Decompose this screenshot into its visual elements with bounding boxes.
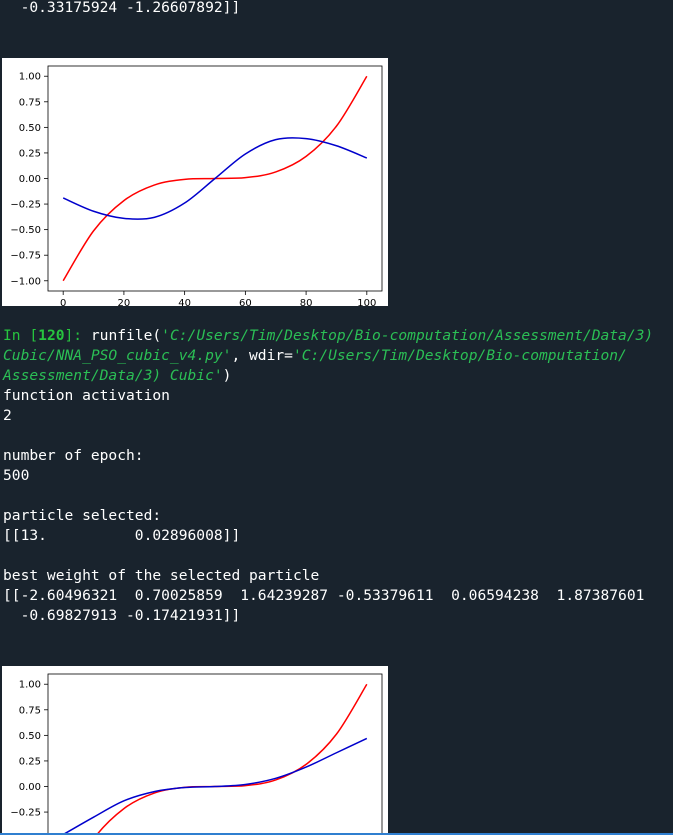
x-tick-label: 40 <box>178 298 191 306</box>
plot-figure-1: 1.00 0.75 0.50 0.25 0.00 −0.25 −0.50 −0.75 −1.00… <box>2 58 388 306</box>
y-tick-label: −0.50 <box>10 225 41 236</box>
y-tick-label: 0.25 <box>19 148 41 159</box>
y-tick-label: 0.00 <box>19 174 41 185</box>
prompt-in-label: In [ <box>3 327 39 344</box>
command-path-arg: 'C:/Users/Tim/Desktop/Bio-computation/As… <box>161 327 654 344</box>
output-weight-label: best weight of the selected particle <box>3 567 320 584</box>
series-line-2 <box>62 737 368 835</box>
output-particle-label: particle selected: <box>3 507 162 524</box>
y-tick-label: −0.25 <box>10 808 41 819</box>
prompt-suffix: ]: <box>64 327 91 344</box>
y-tick-label: 0.00 <box>19 782 41 793</box>
x-tick-label: 100 <box>357 298 376 306</box>
y-tick-label: 1.00 <box>19 72 41 83</box>
y-tick-label: 0.50 <box>19 731 41 742</box>
line-chart-2: 1.000.750.500.250.00−0.25−0.50 <box>10 673 383 835</box>
series-line-2 <box>62 137 368 220</box>
input-prompt-line[interactable]: In [120]: runfile('C:/Users/Tim/Desktop/… <box>3 326 653 346</box>
y-tick-label: 0.50 <box>19 123 41 134</box>
output-weight-line-2: -0.69827913 -0.17421931]] <box>3 607 241 624</box>
y-tick-label: −0.75 <box>10 251 41 262</box>
y-tick-label: −0.25 <box>10 200 41 211</box>
previous-output-line: -0.33175924 -1.26607892]] <box>3 0 241 16</box>
output-weight-line-1: [[-2.60496321 0.70025859 1.64239287 -0.5… <box>3 587 645 604</box>
x-tick-label: 60 <box>239 298 252 306</box>
x-tick-label: 0 <box>60 298 66 306</box>
y-tick-label: −1.00 <box>10 276 41 287</box>
output-epoch-value: 500 <box>3 467 30 484</box>
output-epoch-label: number of epoch: <box>3 447 144 464</box>
y-tick-label: 1.00 <box>19 680 41 691</box>
y-tick-label: 0.25 <box>19 756 41 767</box>
y-tick-label: 0.75 <box>19 705 41 716</box>
command-wdir-arg: 'C:/Users/Tim/Desktop/Bio-computation/ <box>292 347 627 364</box>
line-chart-1: 1.00 0.75 0.50 0.25 0.00 −0.25 −0.50 −0.75 −1.00… <box>10 65 383 306</box>
command-wdir-sep: , wdir= <box>231 347 293 364</box>
command-continuation-1: Cubic/NNA_PSO_cubic_v4.py', wdir='C:/Use… <box>3 346 627 366</box>
plot-figure-2: 1.000.750.500.250.00−0.25−0.50 <box>2 666 388 835</box>
command-path-arg-cont: Cubic/NNA_PSO_cubic_v4.py' <box>3 347 232 364</box>
command-close-paren: ) <box>222 367 232 384</box>
output-particle-value: [[13. 0.02896008]] <box>3 527 241 544</box>
y-tick-label: 0.75 <box>19 97 41 108</box>
prompt-number: 120 <box>38 327 65 344</box>
output-activation-value: 2 <box>3 407 12 424</box>
output-activation-label: function activation <box>3 387 170 404</box>
x-tick-label: 20 <box>118 298 131 306</box>
command-function: runfile( <box>90 327 162 344</box>
command-continuation-2: Assessment/Data/3) Cubic') <box>3 366 231 386</box>
console-bottom-border <box>0 833 673 835</box>
command-wdir-arg-cont: Assessment/Data/3) Cubic' <box>3 367 223 384</box>
x-tick-label: 80 <box>300 298 313 306</box>
